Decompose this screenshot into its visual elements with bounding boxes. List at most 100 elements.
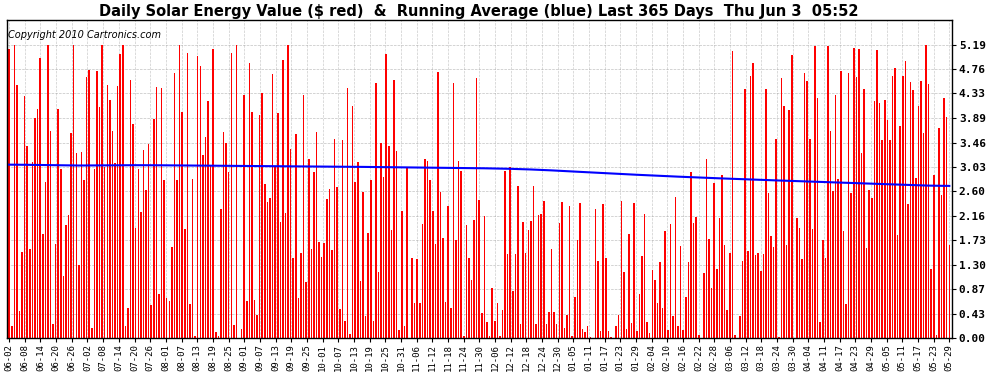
Bar [486, 322, 488, 338]
Bar [192, 179, 193, 338]
Bar [438, 72, 439, 338]
Bar [52, 324, 53, 338]
Bar [285, 213, 286, 338]
Bar [563, 328, 565, 338]
Bar [337, 187, 338, 338]
Bar [850, 193, 852, 338]
Bar [623, 272, 625, 338]
Bar [186, 53, 188, 338]
Bar [685, 297, 687, 338]
Bar [523, 222, 524, 338]
Bar [19, 311, 20, 338]
Bar [339, 309, 341, 338]
Text: Copyright 2010 Cartronics.com: Copyright 2010 Cartronics.com [9, 30, 161, 40]
Bar [933, 175, 935, 338]
Bar [946, 117, 947, 338]
Bar [440, 192, 442, 338]
Bar [313, 172, 315, 338]
Bar [244, 95, 245, 338]
Bar [83, 180, 85, 338]
Bar [804, 73, 806, 338]
Bar [820, 322, 821, 338]
Bar [210, 166, 212, 338]
Bar [597, 261, 599, 338]
Bar [91, 328, 93, 338]
Bar [863, 89, 865, 338]
Bar [70, 133, 72, 338]
Bar [357, 162, 358, 338]
Bar [443, 238, 444, 338]
Bar [894, 68, 896, 338]
Bar [60, 169, 61, 338]
Bar [48, 45, 49, 338]
Bar [324, 243, 325, 338]
Bar [574, 297, 575, 338]
Bar [584, 332, 586, 338]
Bar [375, 83, 376, 338]
Bar [923, 133, 925, 338]
Bar [54, 244, 56, 338]
Bar [11, 326, 13, 338]
Bar [332, 250, 333, 338]
Bar [430, 180, 431, 338]
Bar [470, 280, 472, 338]
Bar [277, 114, 278, 338]
Bar [419, 303, 421, 338]
Bar [494, 321, 496, 338]
Bar [866, 248, 867, 338]
Bar [173, 73, 175, 338]
Bar [507, 254, 509, 338]
Bar [605, 258, 607, 338]
Bar [541, 214, 542, 338]
Bar [918, 106, 919, 338]
Bar [383, 177, 384, 338]
Bar [422, 224, 423, 338]
Bar [845, 304, 846, 338]
Bar [892, 76, 893, 338]
Bar [499, 336, 501, 338]
Bar [626, 329, 628, 338]
Bar [122, 45, 124, 338]
Bar [189, 304, 191, 338]
Bar [311, 249, 312, 338]
Bar [600, 331, 601, 338]
Bar [367, 233, 369, 338]
Bar [639, 294, 641, 338]
Bar [770, 236, 772, 338]
Bar [272, 74, 273, 338]
Bar [114, 164, 116, 338]
Bar [788, 110, 790, 338]
Bar [530, 222, 532, 338]
Bar [166, 298, 167, 338]
Bar [571, 336, 573, 338]
Bar [920, 81, 922, 338]
Bar [587, 326, 588, 338]
Bar [401, 211, 403, 338]
Bar [900, 126, 901, 338]
Bar [65, 225, 66, 338]
Bar [871, 198, 872, 338]
Bar [631, 323, 633, 338]
Bar [711, 288, 713, 338]
Bar [807, 81, 808, 338]
Bar [762, 254, 764, 338]
Bar [181, 112, 183, 338]
Bar [654, 280, 655, 338]
Bar [724, 245, 726, 338]
Bar [251, 112, 252, 338]
Bar [99, 107, 100, 338]
Bar [525, 254, 527, 338]
Bar [104, 167, 106, 338]
Bar [569, 206, 570, 338]
Bar [548, 312, 549, 338]
Bar [42, 234, 44, 338]
Bar [319, 242, 320, 338]
Bar [218, 336, 219, 338]
Bar [603, 204, 604, 338]
Bar [417, 260, 418, 338]
Bar [858, 49, 859, 338]
Bar [256, 315, 257, 338]
Bar [558, 223, 560, 338]
Bar [644, 214, 645, 338]
Bar [662, 308, 663, 338]
